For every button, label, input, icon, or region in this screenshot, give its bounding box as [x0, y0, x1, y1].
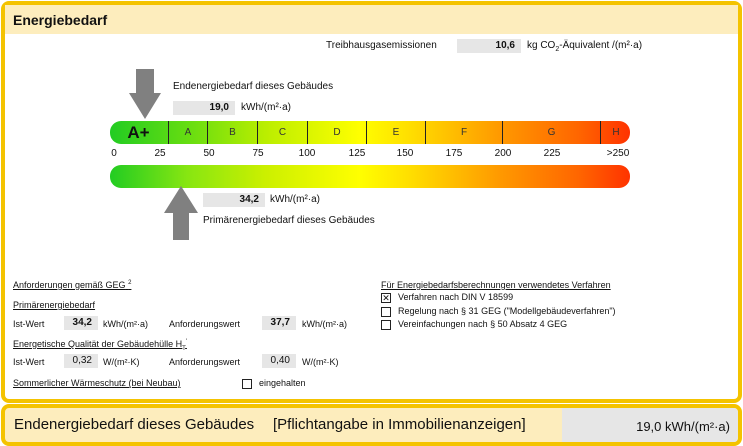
req-huelle-title: Energetische Qualität der Gebäudehülle H… [13, 339, 187, 352]
requirements-title: Anforderungen gemäß GEG 2 [13, 280, 132, 290]
emissions-value: 10,6 [457, 39, 521, 53]
class-a-plus: A+ [127, 123, 150, 142]
sommer-label: Sommerlicher Wärmeschutz (bei Neubau) [13, 378, 181, 388]
tick-label: 0 [111, 148, 117, 159]
footer-panel: Endenergiebedarf dieses Gebäudes [Pflich… [1, 404, 742, 446]
class-g: G [502, 121, 600, 144]
verfahren-title: Für Energiebedarfsberechnungen verwendet… [381, 280, 611, 290]
tick-label: 25 [154, 148, 166, 159]
verfahren-option: Regelung nach § 31 GEG ("Modellgebäudeve… [398, 306, 616, 316]
tick-label: 100 [298, 148, 316, 159]
footer-value-box: 19,0 kWh/(m²·a) [562, 408, 738, 442]
endenergie-unit: kWh/(m²·a) [241, 102, 291, 113]
req-primaer-anf-label: Anforderungswert [169, 319, 241, 329]
req-huelle-ist-label: Ist-Wert [13, 357, 45, 367]
class-h: H [600, 121, 630, 144]
class-b: B [207, 121, 257, 144]
req-primaer-ist-value: 34,2 [64, 316, 98, 330]
emissions-label: Treibhausgasemissionen [326, 40, 437, 51]
panel-title: Energiebedarf [13, 12, 108, 28]
req-huelle-ist-unit: W/(m²·K) [103, 357, 140, 367]
emissions-unit: kg CO2-Äquivalent /(m²·a) [527, 40, 643, 53]
endenergie-value: 19,0 [173, 101, 235, 115]
tick-label: 225 [543, 148, 561, 159]
footer-value: 19,0 kWh/(m²·a) [636, 419, 730, 434]
panel-header: Energiebedarf [5, 5, 738, 34]
req-primaer-anf-value: 37,7 [262, 316, 296, 330]
primaerenergie-gradient-bar [110, 165, 630, 188]
primaerenergie-arrow-icon [164, 186, 198, 240]
efficiency-class-bar: A+ A B C D E F G H [110, 121, 630, 144]
req-huelle-ist-value: 0,32 [64, 354, 98, 368]
sommer-checkbox[interactable] [242, 379, 252, 389]
tick-label: >250 [606, 148, 630, 159]
class-e: E [366, 121, 425, 144]
class-d: D [307, 121, 366, 144]
endenergie-label: Endenergiebedarf dieses Gebäudes [173, 81, 334, 92]
verfahren-option: Verfahren nach DIN V 18599 [398, 292, 514, 302]
primaer-label: Primärenergiebedarf dieses Gebäudes [203, 215, 375, 226]
verfahren-checkbox-modell[interactable] [381, 307, 391, 317]
verfahren-checkbox-vereinfachung[interactable] [381, 320, 391, 330]
verfahren-checkbox-din[interactable]: ✕ [381, 293, 391, 303]
footer-note: [Pflichtangabe in Immobilienanzeigen] [273, 416, 526, 433]
class-a: A [168, 121, 207, 144]
tick-label: 150 [396, 148, 414, 159]
tick-label: 175 [445, 148, 463, 159]
req-primaer-ist-label: Ist-Wert [13, 319, 45, 329]
footer-label: Endenergiebedarf dieses Gebäudes [14, 416, 255, 433]
req-primaer-ist-unit: kWh/(m²·a) [103, 319, 148, 329]
req-huelle-anf-label: Anforderungswert [169, 357, 241, 367]
primaer-unit: kWh/(m²·a) [270, 194, 320, 205]
sommer-checkbox-label: eingehalten [259, 378, 306, 388]
req-primaer-anf-unit: kWh/(m²·a) [302, 319, 347, 329]
tick-label: 125 [348, 148, 366, 159]
class-f: F [425, 121, 502, 144]
energy-panel [1, 1, 742, 403]
req-huelle-anf-unit: W/(m²·K) [302, 357, 339, 367]
tick-label: 50 [203, 148, 215, 159]
class-c: C [257, 121, 307, 144]
endenergie-arrow-icon [129, 69, 161, 119]
tick-label: 75 [252, 148, 264, 159]
verfahren-option: Vereinfachungen nach § 50 Absatz 4 GEG [398, 319, 568, 329]
req-primaer-title: Primärenergiebedarf [13, 300, 96, 310]
tick-label: 200 [494, 148, 512, 159]
req-huelle-anf-value: 0,40 [262, 354, 296, 368]
primaer-value: 34,2 [203, 193, 265, 207]
